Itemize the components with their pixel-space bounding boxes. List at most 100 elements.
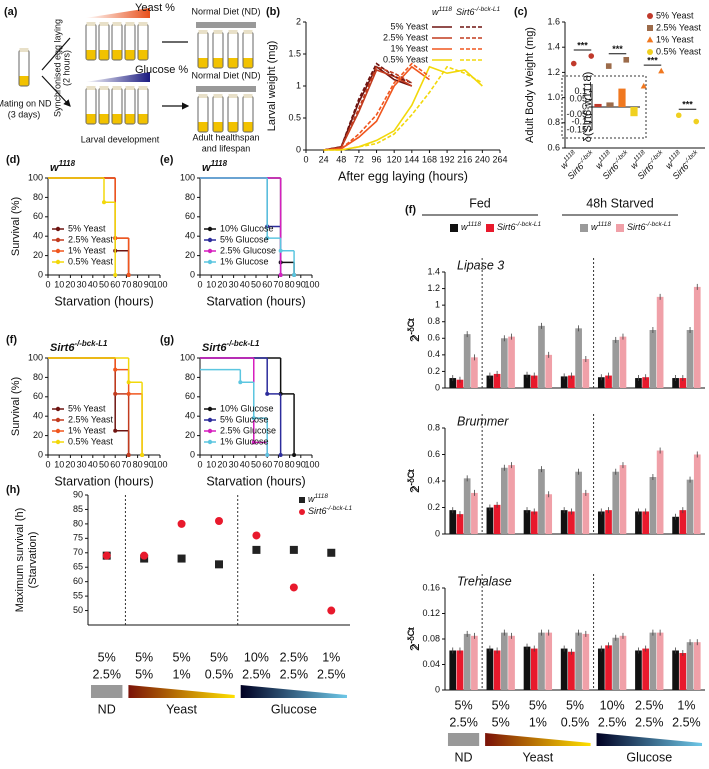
plug bbox=[243, 30, 253, 34]
y-axis-label: Survival (%) bbox=[10, 377, 22, 436]
x-tick-label: 96 bbox=[372, 154, 382, 164]
diagram-text: Mating on ND bbox=[0, 98, 52, 108]
header: Fed bbox=[469, 196, 491, 210]
point bbox=[126, 380, 131, 385]
y-tick-label: 20 bbox=[185, 430, 195, 440]
legend-label: 0.5% Yeast bbox=[656, 46, 702, 56]
y-tick-label: 0 bbox=[435, 684, 440, 694]
diagram-text: and lifespan bbox=[202, 143, 251, 153]
legend-swatch bbox=[207, 417, 213, 423]
x-tick-label-sup: 1118 bbox=[667, 149, 682, 164]
bar bbox=[568, 511, 575, 534]
y-tick-label: 1.4 bbox=[427, 266, 440, 276]
x-tick-label: 24 bbox=[319, 154, 329, 164]
group-label: Yeast bbox=[522, 750, 553, 764]
bar bbox=[493, 373, 501, 388]
point bbox=[126, 273, 131, 277]
point bbox=[126, 391, 131, 396]
bar bbox=[530, 648, 538, 690]
y-tick-label: 2 bbox=[296, 16, 301, 26]
group-bar bbox=[596, 733, 703, 746]
legend-swatch bbox=[55, 439, 61, 445]
bar bbox=[606, 102, 614, 107]
legend-label-sup: 1118 bbox=[468, 221, 482, 228]
y-tick-label: 0 bbox=[190, 269, 195, 279]
legend-label-base: w bbox=[591, 222, 598, 232]
category-label: 1% bbox=[173, 667, 191, 681]
bar bbox=[656, 632, 664, 690]
category-label: 2.5% bbox=[635, 698, 664, 712]
category-label: 5% bbox=[135, 650, 153, 664]
y-tick-label: 0.6 bbox=[547, 142, 560, 152]
chart-title: w1118 bbox=[50, 159, 76, 174]
legend-swatch bbox=[55, 237, 61, 243]
legend-label: Sirt6-/-bck-L1 bbox=[627, 221, 671, 233]
y-tick-label: 0.1 bbox=[574, 86, 587, 96]
legend-label: 0.5% Yeast bbox=[68, 436, 114, 446]
x-axis-label: Starvation (hours) bbox=[206, 294, 305, 308]
nd-bar bbox=[196, 22, 256, 28]
bar bbox=[493, 650, 501, 690]
group-label: Glucose bbox=[271, 702, 317, 716]
plug bbox=[228, 94, 238, 98]
bar bbox=[538, 325, 545, 388]
bar bbox=[486, 507, 494, 534]
x-tick-label: 40 bbox=[88, 459, 98, 469]
bar bbox=[597, 377, 605, 388]
bar bbox=[568, 375, 575, 388]
chart-title: Brummer bbox=[457, 414, 509, 428]
point bbox=[278, 248, 283, 253]
diagram-text: Adult healthspan bbox=[192, 132, 259, 142]
annotation: *** bbox=[577, 40, 588, 50]
x-tick-label: 100 bbox=[152, 279, 167, 289]
point bbox=[102, 551, 111, 560]
bar bbox=[679, 378, 687, 388]
legend-label: 0.5% Yeast bbox=[68, 256, 114, 266]
legend-swatch bbox=[55, 428, 61, 434]
legend-swatch bbox=[207, 406, 213, 412]
inset-frame bbox=[561, 75, 647, 139]
y-tick-label: 1 bbox=[435, 300, 440, 310]
chart-title-base: w bbox=[50, 162, 60, 174]
point bbox=[289, 583, 298, 592]
x-tick-label: 168 bbox=[422, 154, 437, 164]
food bbox=[213, 122, 223, 132]
legend-label: 2.5% Glucose bbox=[220, 425, 276, 435]
legend-label: 1% Glucose bbox=[220, 436, 269, 446]
legend-swatch bbox=[647, 49, 653, 55]
point bbox=[675, 112, 682, 119]
category-label: 1% bbox=[677, 698, 695, 712]
bar bbox=[456, 379, 464, 388]
bar bbox=[530, 511, 538, 534]
x-axis-label: Starvation (hours) bbox=[54, 474, 153, 488]
y-axis-label: 2-δCt bbox=[407, 628, 422, 650]
bar bbox=[508, 465, 515, 534]
category-label: 2.5% bbox=[449, 715, 478, 729]
bar bbox=[523, 646, 531, 690]
y-tick-label: 1.6 bbox=[547, 16, 560, 26]
point bbox=[278, 453, 283, 457]
legend-swatch bbox=[207, 248, 213, 254]
bar bbox=[560, 376, 568, 388]
category-label: 10% bbox=[244, 650, 269, 664]
x-tick-label: 100 bbox=[152, 459, 167, 469]
food bbox=[125, 114, 135, 124]
bar bbox=[672, 378, 679, 388]
bar bbox=[642, 648, 650, 690]
bar bbox=[605, 375, 612, 388]
point bbox=[292, 453, 297, 457]
group-bar bbox=[90, 685, 123, 698]
x-tick-label: 70 bbox=[121, 279, 131, 289]
x-tick-label: 20 bbox=[217, 279, 227, 289]
x-tick-label: 60 bbox=[262, 279, 272, 289]
legend-swatch bbox=[207, 226, 213, 232]
x-tick-label-sup: 1118 bbox=[562, 149, 577, 164]
x-tick-label: 20 bbox=[217, 459, 227, 469]
bar bbox=[545, 494, 553, 534]
y-axis-label: 2-δCt bbox=[406, 318, 422, 342]
point bbox=[693, 118, 700, 125]
bar bbox=[672, 516, 679, 534]
y-tick-label: 90 bbox=[73, 489, 83, 499]
y-axis-label: Maximum survival (h) bbox=[14, 508, 26, 613]
y-tick-label: 0.8 bbox=[427, 422, 440, 432]
